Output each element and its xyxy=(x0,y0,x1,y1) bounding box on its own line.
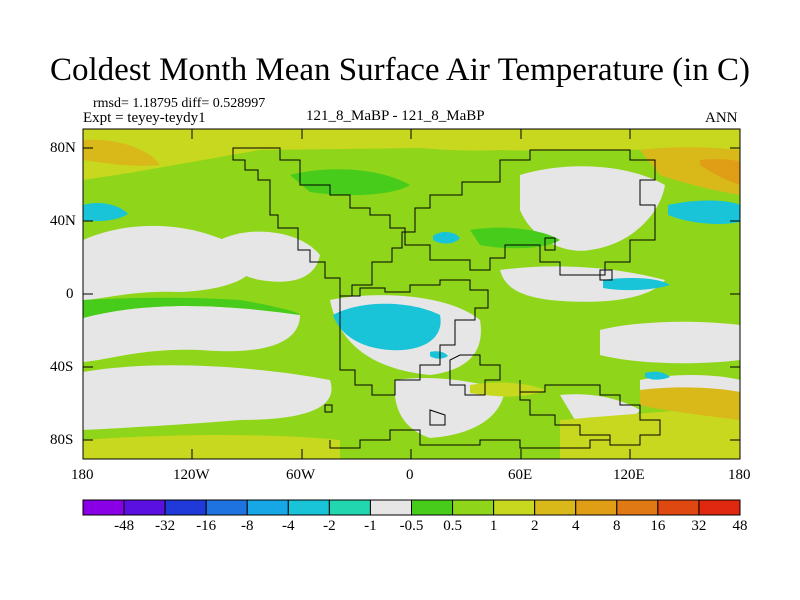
lon-tick: 180 xyxy=(728,467,751,483)
colorbar-swatch xyxy=(411,499,454,516)
colorbar-label: -8 xyxy=(241,518,254,534)
lon-tick: 180 xyxy=(71,467,94,483)
colorbar-label: -16 xyxy=(196,518,217,534)
colorbar-label: -0.5 xyxy=(399,518,424,534)
colorbar-label: -32 xyxy=(155,518,176,534)
colorbar-label: 16 xyxy=(650,518,666,534)
colorbar-label: -2 xyxy=(323,518,336,534)
lon-tick: 120W xyxy=(173,467,210,483)
colorbar-swatch xyxy=(657,499,700,516)
lon-tick: 120E xyxy=(613,467,645,483)
colorbar-swatch xyxy=(205,499,248,516)
colorbar-swatch xyxy=(369,499,413,516)
colorbar-label: 2 xyxy=(530,518,539,534)
colorbar-swatch xyxy=(328,499,371,516)
lat-tick: 80N xyxy=(50,140,76,156)
colorbar-swatch xyxy=(616,499,659,516)
colorbar-swatch xyxy=(698,499,741,516)
colorbar-swatch xyxy=(287,499,330,516)
expt-label: Expt = teyey-teydy1 xyxy=(83,110,206,126)
colorbar-swatch xyxy=(534,499,577,516)
temperature-field xyxy=(83,129,740,459)
axis-ticks xyxy=(83,129,740,459)
colorbar-swatch xyxy=(246,499,289,516)
colorbar-swatch xyxy=(493,499,536,516)
colorbar-swatch xyxy=(452,499,495,516)
colorbar-label: 4 xyxy=(572,518,580,534)
map-title: Coldest Month Mean Surface Air Temperatu… xyxy=(50,52,750,88)
colorbar-label: 1 xyxy=(489,518,498,534)
colorbar-label: 8 xyxy=(613,518,621,534)
lon-tick: 60W xyxy=(286,467,316,483)
colorbar-label: -48 xyxy=(114,518,135,534)
lon-tick: 0 xyxy=(406,467,414,483)
colorbar-label: 0.5 xyxy=(443,518,462,534)
lat-tick: 40N xyxy=(50,213,76,229)
colorbar-swatch xyxy=(123,499,166,516)
stats-text: rmsd= 1.18795 diff= 0.528997 xyxy=(93,96,266,111)
colorbar-label: -1 xyxy=(364,518,377,534)
comparison-label: 121_8_MaBP - 121_8_MaBP xyxy=(306,108,485,124)
colorbar-label: -4 xyxy=(282,518,295,534)
lat-tick: 40S xyxy=(50,359,74,375)
colorbar-swatch xyxy=(164,499,207,516)
colorbar xyxy=(82,499,741,516)
colorbar-label: 48 xyxy=(732,518,748,534)
lat-tick: 80S xyxy=(50,432,74,448)
colorbar-label: 32 xyxy=(691,518,707,534)
period-label: ANN xyxy=(705,110,738,126)
coastlines xyxy=(232,147,661,449)
colorbar-swatch xyxy=(575,499,618,516)
colorbar-swatch xyxy=(82,499,125,516)
lat-tick: 0 xyxy=(66,286,74,302)
lon-tick: 60E xyxy=(508,467,533,483)
